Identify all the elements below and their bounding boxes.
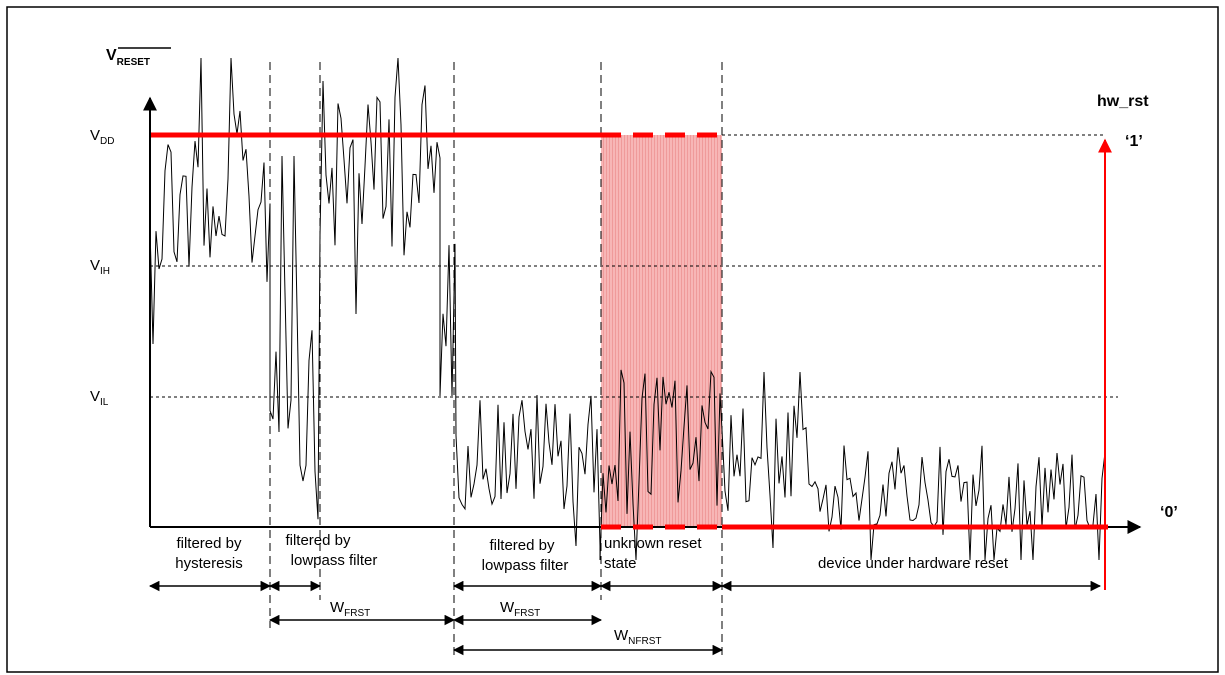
wfrst-label-2: WFRST <box>500 599 540 619</box>
hw-rst-label: hw_rst <box>1097 93 1149 110</box>
vdd-label: VDD <box>90 127 114 147</box>
region-lowpass1-line2: lowpass filter <box>291 552 378 569</box>
vil-label: VIL <box>90 388 109 408</box>
region-lowpass2-line1: filtered by <box>489 537 555 554</box>
region-unknown-line1: unknown reset <box>604 535 702 552</box>
region-device-reset: device under hardware reset <box>818 555 1009 572</box>
region-boundaries <box>269 62 723 655</box>
region-lowpass1-line1: filtered by <box>285 532 351 549</box>
region-arrows <box>148 580 1102 656</box>
unknown-reset-region <box>601 135 722 527</box>
y-axis-label: VRESET <box>106 47 150 68</box>
y-axis-label-sub: RESET <box>117 57 150 68</box>
region-hysteresis-line2: hysteresis <box>175 555 243 572</box>
wnfrst-label: WNFRST <box>614 627 662 647</box>
wfrst-label-1: WFRST <box>330 599 370 619</box>
hw-rst-high-label: ‘1’ <box>1125 133 1143 150</box>
reset-signal-trace <box>149 57 1106 561</box>
diagram-frame <box>6 6 1219 673</box>
vih-label: VIH <box>90 257 110 277</box>
region-hysteresis-line1: filtered by <box>176 535 242 552</box>
hw-rst-low-label: ‘0’ <box>1160 504 1178 521</box>
region-lowpass2-line2: lowpass filter <box>482 557 569 574</box>
region-unknown-line2: state <box>604 555 637 572</box>
